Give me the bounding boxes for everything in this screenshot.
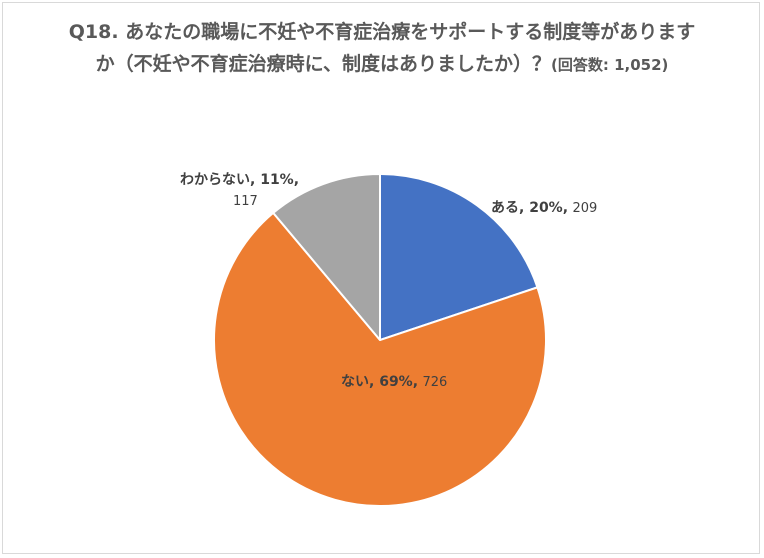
slice-label-aru-name: ある <box>491 200 519 216</box>
chart-title-main: Q18. あなたの職場に不妊や不育症治療をサポートする制度等がありますか（不妊や… <box>68 21 696 75</box>
slice-label-aru: ある, 20%, 209 <box>491 200 598 216</box>
slice-label-wakaranai-value: 117 <box>233 194 258 209</box>
slice-label-aru-value: 209 <box>572 201 598 216</box>
slice-label-wakaranai-name: わからない <box>180 172 250 188</box>
slice-label-wakaranai: わからない, 11%, <box>180 172 300 188</box>
slice-label-nai-value: 726 <box>422 375 448 390</box>
slice-label-aru-percent: 20% <box>529 200 563 216</box>
pie-slice-nai <box>213 211 547 507</box>
slice-label-nai: ない, 69%, 726 <box>341 374 448 390</box>
chart-title: Q18. あなたの職場に不妊や不育症治療をサポートする制度等がありますか（不妊や… <box>60 16 704 81</box>
slice-label-nai-percent: 69% <box>379 374 413 390</box>
chart-title-sub: (回答数: 1,052) <box>551 56 669 74</box>
slice-label-wakaranai-percent: 11% <box>260 172 294 188</box>
pie-slice-aru <box>379 173 539 341</box>
slice-label-wakaranai-value-line: 117 <box>233 192 258 211</box>
slice-label-nai-name: ない <box>341 374 369 390</box>
pie-slice-wakaranai <box>272 173 381 341</box>
